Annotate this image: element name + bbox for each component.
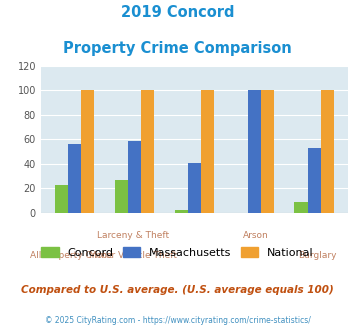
- Legend: Concord, Massachusetts, National: Concord, Massachusetts, National: [39, 245, 316, 260]
- Text: Property Crime Comparison: Property Crime Comparison: [63, 41, 292, 56]
- Text: 2019 Concord: 2019 Concord: [121, 5, 234, 20]
- Text: © 2025 CityRating.com - https://www.cityrating.com/crime-statistics/: © 2025 CityRating.com - https://www.city…: [45, 316, 310, 325]
- Bar: [141, 90, 154, 213]
- Bar: [55, 185, 68, 213]
- Bar: [68, 144, 81, 213]
- Text: Compared to U.S. average. (U.S. average equals 100): Compared to U.S. average. (U.S. average …: [21, 285, 334, 295]
- Text: All Property Crime: All Property Crime: [30, 251, 113, 260]
- Bar: [175, 211, 188, 213]
- Bar: [128, 141, 141, 213]
- Bar: [294, 202, 307, 213]
- Bar: [188, 163, 201, 213]
- Bar: [201, 90, 214, 213]
- Text: Larceny & Theft: Larceny & Theft: [97, 231, 169, 240]
- Bar: [261, 90, 274, 213]
- Bar: [321, 90, 334, 213]
- Bar: [248, 90, 261, 213]
- Bar: [307, 148, 321, 213]
- Text: Arson: Arson: [243, 231, 269, 240]
- Text: Burglary: Burglary: [298, 251, 337, 260]
- Text: Motor Vehicle Theft: Motor Vehicle Theft: [89, 251, 177, 260]
- Bar: [115, 180, 128, 213]
- Bar: [81, 90, 94, 213]
